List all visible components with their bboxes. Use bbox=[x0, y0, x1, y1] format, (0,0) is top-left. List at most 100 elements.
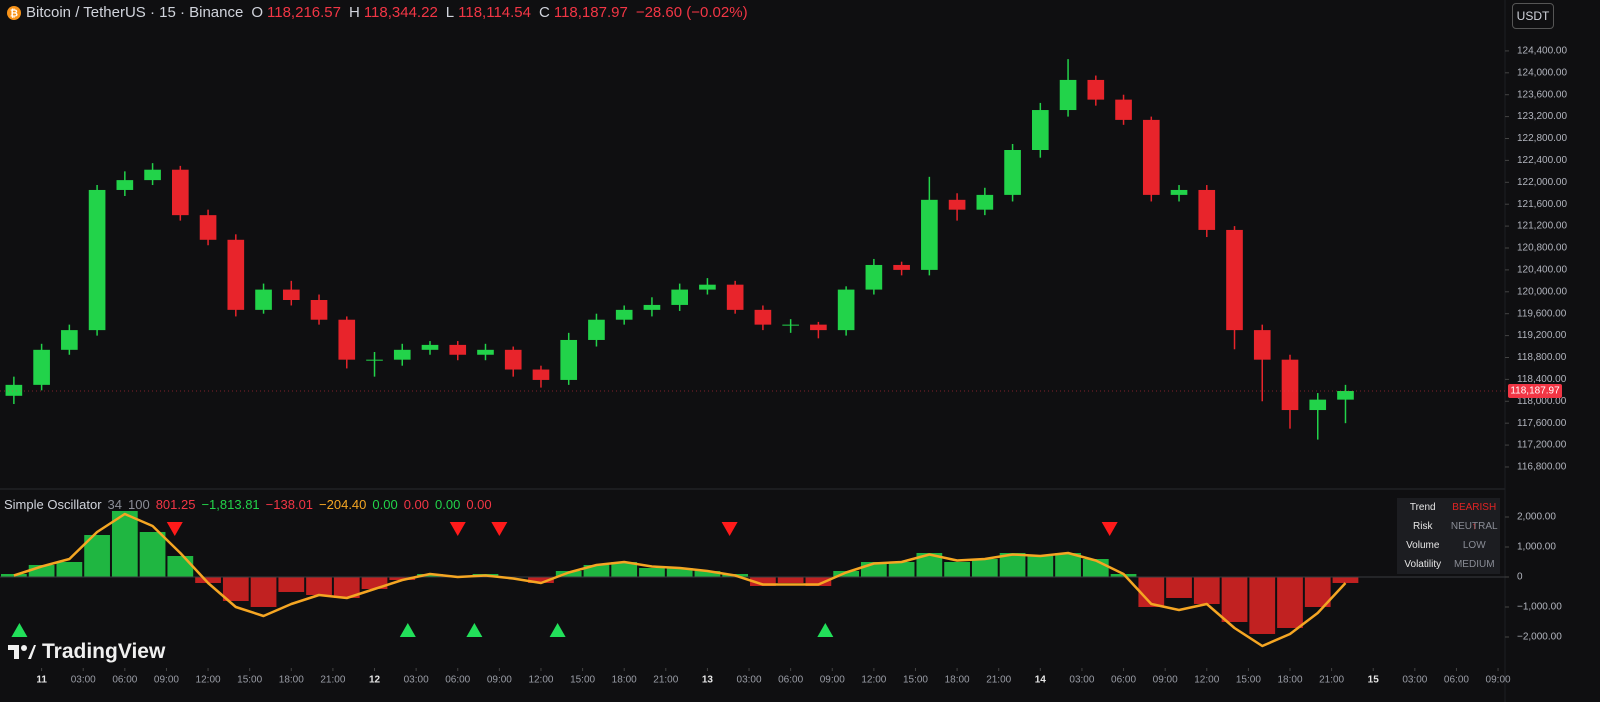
ohlc-value: 118,187.97 bbox=[553, 4, 628, 21]
candle-body bbox=[643, 304, 661, 310]
x-tick-label: 21:00 bbox=[320, 675, 345, 686]
candle-body bbox=[144, 169, 161, 181]
buy-signal bbox=[466, 623, 483, 637]
oscillator-area bbox=[0, 510, 1359, 634]
x-tick-label: 21:00 bbox=[1319, 675, 1344, 686]
candle-body bbox=[1226, 229, 1243, 331]
candle-body bbox=[976, 194, 994, 210]
status-table: Trend BEARISH ↑ Risk NEUTRAL Volume LOW Volati… bbox=[1397, 498, 1500, 574]
x-tick-label: 06:00 bbox=[778, 675, 803, 686]
candle-body bbox=[199, 215, 217, 240]
y-tick-label: 122,000.00 bbox=[1517, 177, 1567, 188]
candle-body bbox=[754, 309, 772, 325]
x-tick-label: 03:00 bbox=[737, 675, 762, 686]
candle-body bbox=[726, 284, 744, 310]
table-row: Volume LOW bbox=[1397, 536, 1500, 555]
candle-body bbox=[366, 359, 383, 361]
histogram-bar bbox=[250, 576, 277, 607]
x-tick-label: 15:00 bbox=[1236, 675, 1261, 686]
indicator-legend: Simple Oscillator 34 100 801.25 −1,813.81 −1… bbox=[4, 497, 492, 512]
sell-signal bbox=[166, 522, 183, 536]
candle-body bbox=[893, 264, 910, 270]
candle-body bbox=[1059, 79, 1077, 111]
candle-body bbox=[1170, 189, 1188, 195]
x-tick-label: 18:00 bbox=[612, 675, 637, 686]
row-value: MEDIUM bbox=[1453, 559, 1495, 570]
x-tick-label: 09:00 bbox=[1153, 675, 1178, 686]
y-tick-label: −1,000.00 bbox=[1517, 602, 1562, 613]
y-tick-label: 122,400.00 bbox=[1517, 155, 1567, 166]
x-tick-label: 03:00 bbox=[1402, 675, 1427, 686]
x-tick-label: 09:00 bbox=[154, 675, 179, 686]
candle-body bbox=[504, 349, 522, 370]
y-tick-label: −2,000.00 bbox=[1517, 632, 1562, 643]
histogram-bar bbox=[1055, 552, 1081, 577]
row-label: Risk bbox=[1413, 521, 1433, 532]
candle-body bbox=[1198, 189, 1216, 230]
candle-body bbox=[865, 264, 883, 290]
x-tick-label: 06:00 bbox=[112, 675, 137, 686]
histogram-bar bbox=[417, 573, 443, 577]
svg-text:₿: ₿ bbox=[10, 7, 18, 19]
candle-body bbox=[282, 289, 300, 301]
candle-body bbox=[1253, 330, 1271, 360]
candle-body bbox=[1337, 390, 1354, 400]
price-change: −28.60 (−0.02%) bbox=[635, 4, 748, 21]
row-label: Volatility bbox=[1404, 559, 1442, 570]
x-tick-label: 15:00 bbox=[570, 675, 595, 686]
x-tick-label: 12 bbox=[369, 675, 381, 686]
x-tick-label: 03:00 bbox=[1069, 675, 1094, 686]
histogram-bar bbox=[167, 555, 194, 577]
row-value: LOW bbox=[1462, 540, 1486, 551]
y-tick-label: 122,800.00 bbox=[1517, 133, 1567, 144]
y-tick-label: 2,000.00 bbox=[1517, 512, 1556, 523]
histogram-bar bbox=[28, 564, 55, 577]
x-tick-label: 15 bbox=[1368, 675, 1380, 686]
x-tick-label: 12:00 bbox=[196, 675, 221, 686]
indicator-value: 0.00 bbox=[372, 497, 398, 512]
row-label: Trend bbox=[1409, 502, 1436, 513]
candle-body bbox=[255, 289, 272, 310]
x-tick-label: 03:00 bbox=[404, 675, 429, 686]
x-tick-label: 21:00 bbox=[653, 675, 678, 686]
histogram-bar bbox=[361, 576, 388, 589]
candle-body bbox=[172, 169, 189, 216]
candle-body bbox=[810, 324, 827, 331]
y-tick-label: 116,800.00 bbox=[1517, 462, 1567, 473]
histogram-bar bbox=[1138, 576, 1165, 607]
candle-body bbox=[477, 349, 494, 355]
candle-body bbox=[699, 284, 716, 290]
histogram-bar bbox=[195, 576, 221, 583]
y-tick-label: 119,200.00 bbox=[1517, 330, 1567, 341]
table-row: Trend BEARISH ↑ bbox=[1397, 498, 1500, 532]
indicator-value: −138.01 bbox=[265, 497, 314, 512]
indicator-value: 0.00 bbox=[435, 497, 461, 512]
histogram-bar bbox=[666, 567, 693, 577]
logo: TradingView bbox=[8, 640, 165, 664]
x-tick-label: 11 bbox=[36, 675, 47, 686]
y-tick-label: 118,800.00 bbox=[1517, 352, 1567, 363]
logo-text: TradingView bbox=[42, 640, 166, 663]
histogram-bar bbox=[139, 531, 166, 577]
last-price-tag bbox=[1508, 383, 1562, 398]
x-tick-label: 21:00 bbox=[986, 675, 1011, 686]
histogram-bar bbox=[777, 576, 804, 583]
histogram-bar bbox=[971, 558, 998, 577]
ohlc-value: 118,114.54 bbox=[458, 4, 531, 21]
y-tick-label: 121,200.00 bbox=[1517, 221, 1567, 232]
indicator-name[interactable]: Simple Oscillator bbox=[4, 497, 102, 512]
currency-button[interactable]: USDT bbox=[1512, 3, 1554, 29]
x-tick-label: 15:00 bbox=[903, 675, 928, 686]
histogram-bar bbox=[750, 576, 776, 586]
ohlc-key: O bbox=[251, 4, 264, 21]
histogram-bar bbox=[1221, 576, 1248, 622]
logo-icon bbox=[8, 645, 36, 659]
candle-body bbox=[837, 289, 855, 331]
histogram-bar bbox=[1277, 576, 1303, 628]
candle-body bbox=[88, 189, 106, 331]
x-tick-label: 09:00 bbox=[820, 675, 845, 686]
indicator-value: 801.25 bbox=[155, 497, 196, 512]
y-tick-label: 118,000.00 bbox=[1517, 396, 1567, 407]
symbol-name[interactable]: Bitcoin / TetherUS · 15 · Binance bbox=[26, 4, 244, 21]
